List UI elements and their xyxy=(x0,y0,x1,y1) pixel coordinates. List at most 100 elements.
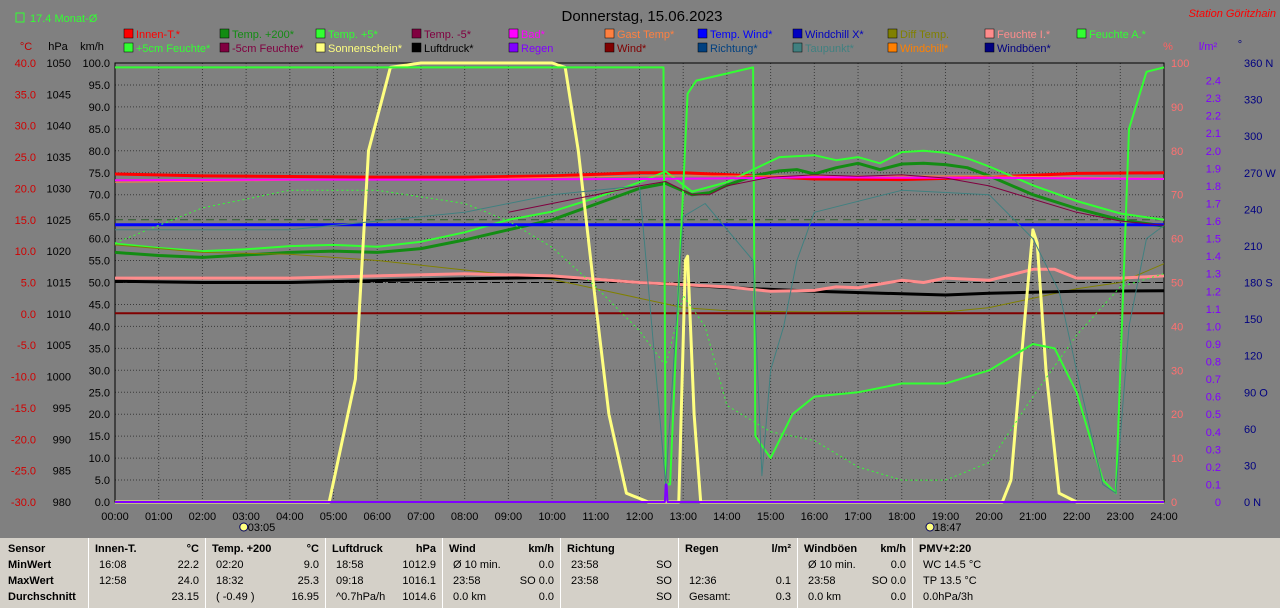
pct-tick-label: 80 xyxy=(1171,146,1183,158)
legend-swatch xyxy=(508,28,519,39)
time-tick-label: 20:00 xyxy=(975,511,1003,523)
pct-tick-label: 100 xyxy=(1171,58,1189,70)
kmh-tick-label: 70.0 xyxy=(89,190,110,202)
pct-tick-label: 20 xyxy=(1171,409,1183,421)
stats-cell-value: 0.3 xyxy=(775,591,791,603)
sunrise-time: 03:05 xyxy=(248,522,276,534)
stats-row-label: Durchschnitt xyxy=(8,591,76,603)
hpa-tick-label: 1035 xyxy=(47,152,71,164)
stats-section-title: Windböen xyxy=(804,543,858,555)
stats-cell-value: SO 0.0 xyxy=(519,575,554,587)
rain-unit-label: l/m² xyxy=(1199,41,1218,53)
legend-label: Temp. -5* xyxy=(424,29,472,41)
kmh-tick-label: 35.0 xyxy=(89,343,110,355)
time-tick-label: 12:00 xyxy=(626,511,654,523)
temp-tick-label: 35.0 xyxy=(15,89,36,101)
hpa-unit-label: hPa xyxy=(48,41,68,53)
rain-tick-label: 0.4 xyxy=(1206,427,1221,439)
legend-swatch xyxy=(123,42,134,53)
stats-cell-label: 09:18 xyxy=(336,575,364,587)
hpa-tick-label: 1000 xyxy=(47,372,71,384)
pct-tick-label: 10 xyxy=(1171,453,1183,465)
time-tick-label: 16:00 xyxy=(801,511,829,523)
pct-tick-label: 40 xyxy=(1171,321,1183,333)
stats-cell-label: 23:58 xyxy=(571,559,599,571)
stats-cell-label: 18:32 xyxy=(216,575,244,587)
pct-unit-label: % xyxy=(1163,41,1173,53)
kmh-unit-label: km/h xyxy=(80,41,104,53)
kmh-tick-label: 60.0 xyxy=(89,234,110,246)
rain-tick-label: 1.6 xyxy=(1206,216,1221,228)
stats-cell-value: 0.0 xyxy=(890,591,906,603)
stats-cell-label: 16:08 xyxy=(99,559,127,571)
kmh-tick-label: 50.0 xyxy=(89,278,110,290)
legend-label: Innen-T.* xyxy=(136,29,181,41)
legend-label: Feuchte A.* xyxy=(1089,29,1147,41)
legend-label: Windböen* xyxy=(997,43,1052,55)
stats-cell-label: WC 14.5 °C xyxy=(923,559,982,571)
legend-swatch xyxy=(984,42,995,53)
chart-series xyxy=(114,61,1165,504)
hpa-tick-label: 1005 xyxy=(47,340,71,352)
rain-tick-label: 1.5 xyxy=(1206,234,1221,246)
legend-label: Temp. Wind* xyxy=(710,29,773,41)
time-tick-label: 00:00 xyxy=(101,511,129,523)
kmh-tick-label: 65.0 xyxy=(89,212,110,224)
rain-tick-label: 0.5 xyxy=(1206,409,1221,421)
stats-cell-value: SO 0.0 xyxy=(871,575,906,587)
chart-title: Donnerstag, 15.06.2023 xyxy=(562,8,723,25)
temp-tick-label: 0.0 xyxy=(21,309,36,321)
legend-label: Diff Temp. xyxy=(900,29,949,41)
hpa-tick-label: 1045 xyxy=(47,89,71,101)
temp-tick-label: -25.0 xyxy=(11,466,36,478)
time-tick-label: 08:00 xyxy=(451,511,479,523)
time-tick-label: 23:00 xyxy=(1107,511,1135,523)
rain-tick-label: 2.4 xyxy=(1206,76,1221,88)
legend-swatch xyxy=(697,28,708,39)
kmh-tick-label: 10.0 xyxy=(89,453,110,465)
stats-cell-value: 16.95 xyxy=(291,591,319,603)
stats-cell-label: 0.0hPa/3h xyxy=(923,591,974,603)
dir-tick-label: 30 xyxy=(1244,460,1256,472)
series-line xyxy=(115,185,1165,494)
time-tick-label: 19:00 xyxy=(932,511,960,523)
series-line xyxy=(115,267,1165,293)
hpa-tick-label: 980 xyxy=(53,497,71,509)
stats-cell-label: Ø 10 min. xyxy=(453,559,501,571)
kmh-tick-label: 95.0 xyxy=(89,80,110,92)
stats-cell-label: 18:58 xyxy=(336,559,364,571)
time-tick-label: 07:00 xyxy=(407,511,435,523)
hpa-tick-label: 1040 xyxy=(47,121,71,133)
rain-tick-label: 0.8 xyxy=(1206,357,1221,369)
rain-tick-label: 0.9 xyxy=(1206,339,1221,351)
stats-row-labels: Sensor MinWert MaxWert Durchschnitt xyxy=(0,538,88,608)
legend-swatch xyxy=(219,28,230,39)
pct-tick-label: 50 xyxy=(1171,278,1183,290)
time-tick-label: 11:00 xyxy=(582,511,609,523)
stats-cell-label: 12:36 xyxy=(689,575,717,587)
legend-swatch xyxy=(123,28,134,39)
rain-tick-label: 2.0 xyxy=(1206,146,1221,158)
rain-tick-label: 1.1 xyxy=(1206,304,1221,316)
temp-tick-label: -10.0 xyxy=(11,372,36,384)
stats-cell-value: 0.0 xyxy=(538,559,554,571)
legend-swatch xyxy=(887,28,898,39)
stats-section-unit: hPa xyxy=(415,543,436,555)
legend-swatch xyxy=(697,42,708,53)
legend-label: Temp. +200* xyxy=(232,29,295,41)
legend-label: Wind* xyxy=(617,43,647,55)
kmh-tick-label: 75.0 xyxy=(89,168,110,180)
rain-tick-label: 2.1 xyxy=(1206,128,1221,140)
kmh-tick-label: 25.0 xyxy=(89,387,110,399)
legend-label: Regen xyxy=(521,43,553,55)
kmh-tick-label: 0.0 xyxy=(95,497,110,509)
legend-swatch xyxy=(604,42,615,53)
legend-label: Luftdruck* xyxy=(424,43,474,55)
legend-swatch xyxy=(792,28,803,39)
stats-cell-label: Gesamt: xyxy=(689,591,731,603)
legend-label: Taupunkt* xyxy=(805,43,855,55)
dir-tick-label: 360 N xyxy=(1244,58,1273,70)
legend-label: Bad* xyxy=(521,29,546,41)
legend-swatch xyxy=(315,28,326,39)
stats-section: Temp. +200 °C 02:20 9.0 18:32 25.3 ( -0.49 ) 16… xyxy=(205,538,325,608)
